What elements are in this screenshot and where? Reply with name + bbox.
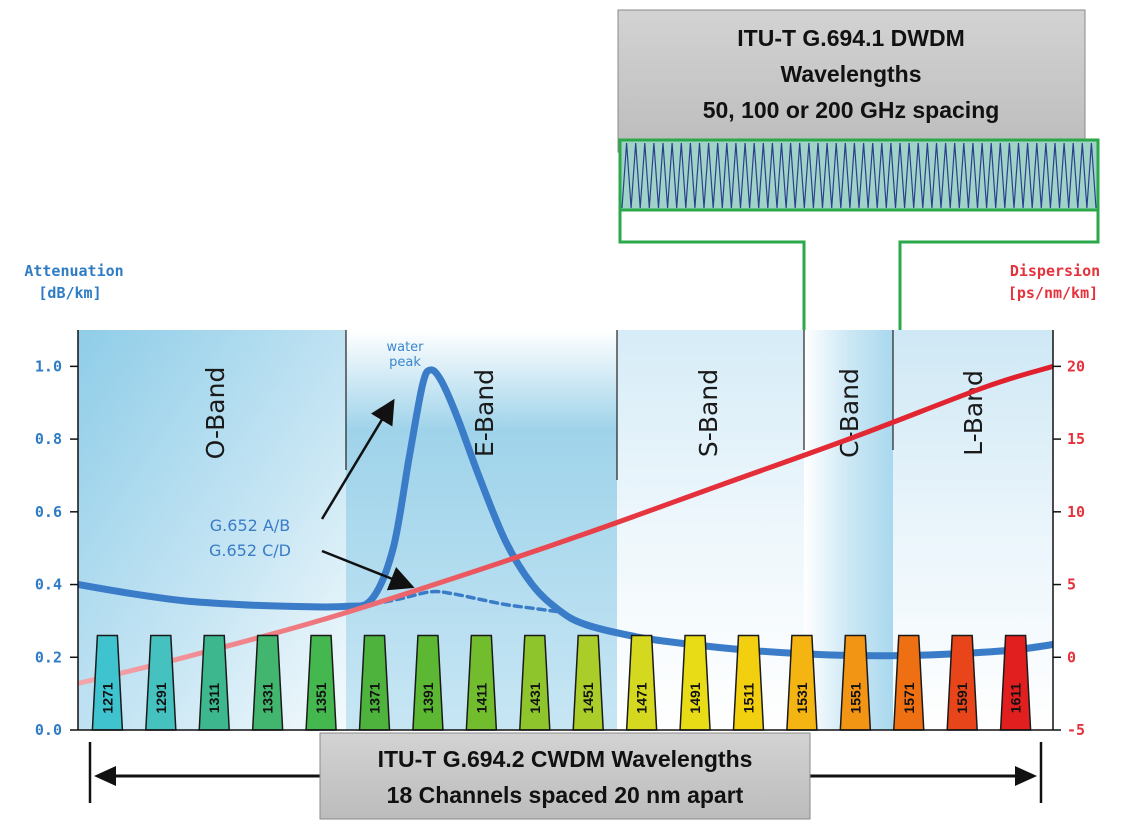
right-tick-label: 15 [1067,430,1085,448]
channel-1451-label: 1451 [580,682,596,713]
dwdm-box-line2: Wavelengths [780,61,921,87]
channel-1551-label: 1551 [847,682,863,713]
left-tick-label: 0.2 [35,648,62,666]
channel-1391-label: 1391 [420,682,436,713]
right-axis-ticks: -5 0 5 10 15 20 [1053,357,1085,739]
left-axis-title-line2: [dB/km] [38,284,101,302]
left-tick-label: 0.8 [35,430,62,448]
dwdm-bracket-right [898,210,1100,330]
dwdm-channel-comb [621,142,1097,209]
series-g652-ab-line [78,366,1053,660]
channel-1531-label: 1531 [794,682,810,713]
channel-1411-label: 1411 [473,683,489,714]
left-tick-label: 0.0 [35,721,62,739]
channel-1311-label: 1311 [206,683,222,714]
annotations: water peak G.652 A/B G.652 C/D [209,340,424,591]
channel-1331-label: 1331 [260,682,276,713]
channel-1271-label: 1271 [99,682,115,713]
right-tick-label: -5 [1067,721,1085,739]
channel-1471-label: 1471 [634,682,650,713]
series-dispersion-line [78,363,1053,686]
band-label-o: O-Band [201,367,230,460]
right-axis-title: Dispersion [ps/nm/km] [1008,262,1100,302]
right-tick-label: 0 [1067,648,1076,666]
channel-1591-label: 1591 [954,682,970,713]
channel-1311-bar [198,634,231,731]
channel-1611-label: 1611 [1008,683,1024,714]
band-label-e: E-Band [470,369,499,457]
axes [77,330,1054,731]
span-arrowhead-right [1015,766,1037,786]
channel-1351-label: 1351 [313,682,329,713]
cwdm-box [319,732,811,820]
channel-1291-label: 1291 [153,682,169,713]
channel-1571-label: 1571 [901,682,917,713]
channel-1411-bar [465,634,498,731]
dwdm-comb-background [620,140,1098,210]
right-axis-title-line2: [ps/nm/km] [1008,284,1098,302]
channel-1611-bar [999,634,1032,731]
channel-1371-label: 1371 [367,682,383,713]
left-tick-label: 0.4 [35,576,62,594]
right-tick-label: 10 [1067,503,1085,521]
cwdm-box-line2: 18 Channels spaced 20 nm apart [387,782,744,808]
arrow-to-water-peak [320,398,395,520]
dwdm-box-line3: 50, 100 or 200 GHz spacing [703,97,1000,123]
channel-1431-label: 1431 [527,682,543,713]
arrow-to-cd-curve [321,549,415,591]
left-axis-ticks: 0.0 0.2 0.4 0.6 0.8 1.0 [35,357,78,739]
fiber-ab-label: G.652 A/B [210,516,290,535]
dwdm-box [617,9,1086,153]
dwdm-comb-peaks [621,142,1097,209]
dwdm-bracket-left [618,210,806,330]
series-g652-cd-line [359,589,561,614]
water-peak-label-line1: water [386,340,424,355]
channel-1491-label: 1491 [687,682,703,713]
left-axis-title: Attenuation [dB/km] [24,262,123,302]
span-arrowhead-left [94,766,116,786]
left-axis-title-line1: Attenuation [24,262,123,280]
right-tick-label: 5 [1067,576,1076,594]
fiber-cd-label: G.652 C/D [209,541,291,560]
band-label-l: L-Band [959,370,988,456]
right-tick-label: 20 [1067,357,1085,375]
left-tick-label: 0.6 [35,503,62,521]
channel-1511-label: 1511 [740,683,756,714]
water-peak-label-line2: peak [389,355,421,370]
band-label-s: S-Band [694,369,723,457]
band-dividers [345,330,894,480]
cwdm-box-line1: ITU-T G.694.2 CWDM Wavelengths [378,746,753,772]
dwdm-comb-frame [618,138,1100,212]
dwdm-callout: ITU-T G.694.1 DWDM Wavelengths 50, 100 o… [617,9,1100,330]
channel-1511-bar [732,634,765,731]
right-axis-title-line1: Dispersion [1010,262,1100,280]
cwdm-span: ITU-T G.694.2 CWDM Wavelengths 18 Channe… [88,732,1043,820]
left-tick-label: 1.0 [35,357,62,375]
dwdm-box-line1: ITU-T G.694.1 DWDM [737,25,964,51]
cwdm-channels: 1271 1291 1311 1331 1351 1371 1391 1411 1431 1451… [91,634,1032,731]
curves-layer [78,363,1053,686]
